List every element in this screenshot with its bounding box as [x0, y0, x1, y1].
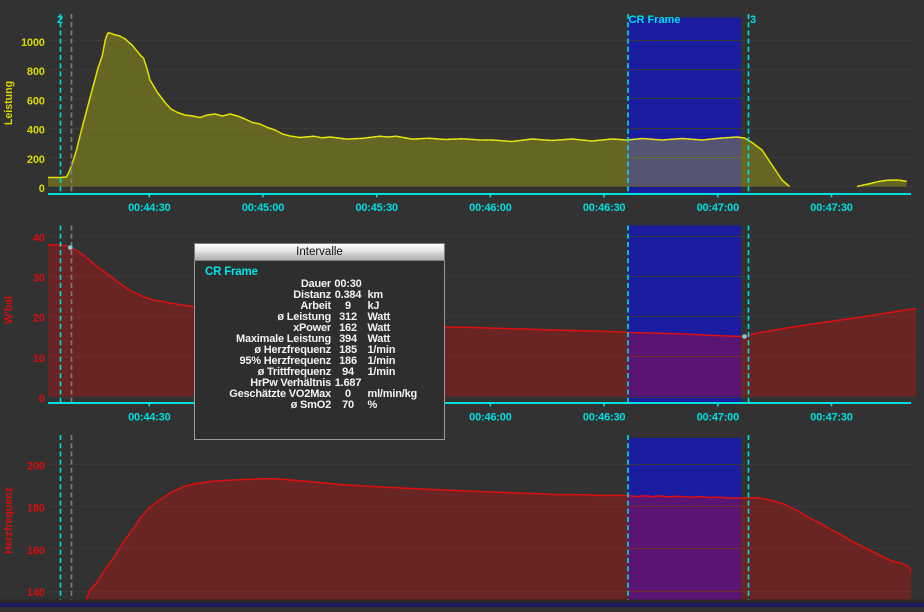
- svg-text:00:46:30: 00:46:30: [583, 202, 626, 214]
- svg-text:2: 2: [57, 14, 63, 26]
- svg-text:40: 40: [33, 232, 45, 244]
- svg-text:0: 0: [39, 183, 45, 195]
- svg-text:00:45:00: 00:45:00: [242, 202, 285, 214]
- svg-text:400: 400: [27, 125, 45, 137]
- svg-text:160: 160: [27, 545, 45, 557]
- svg-text:00:46:00: 00:46:00: [469, 412, 512, 424]
- svg-text:00:47:30: 00:47:30: [810, 412, 853, 424]
- svg-text:800: 800: [27, 66, 45, 78]
- svg-text:200: 200: [27, 154, 45, 166]
- svg-text:W'bal: W'bal: [3, 296, 15, 324]
- svg-text:00:47:30: 00:47:30: [810, 202, 853, 214]
- svg-text:3: 3: [750, 14, 756, 26]
- svg-text:30: 30: [33, 273, 45, 285]
- svg-text:0: 0: [39, 393, 45, 405]
- svg-text:00:47:00: 00:47:00: [697, 202, 740, 214]
- svg-text:1000: 1000: [21, 37, 45, 49]
- svg-text:140: 140: [27, 587, 45, 599]
- svg-text:20: 20: [33, 313, 45, 325]
- svg-text:Herzfrequenz: Herzfrequenz: [3, 487, 15, 554]
- svg-text:00:45:30: 00:45:30: [355, 202, 398, 214]
- svg-text:200: 200: [27, 461, 45, 473]
- svg-text:CR Frame: CR Frame: [629, 14, 681, 26]
- svg-text:600: 600: [27, 95, 45, 107]
- svg-text:00:47:00: 00:47:00: [697, 412, 740, 424]
- svg-text:180: 180: [27, 503, 45, 515]
- svg-text:00:46:30: 00:46:30: [583, 412, 626, 424]
- svg-text:00:46:00: 00:46:00: [469, 202, 512, 214]
- svg-text:Leistung: Leistung: [3, 81, 15, 125]
- svg-text:00:44:30: 00:44:30: [128, 202, 171, 214]
- svg-text:10: 10: [33, 353, 45, 365]
- svg-text:00:44:30: 00:44:30: [128, 412, 171, 424]
